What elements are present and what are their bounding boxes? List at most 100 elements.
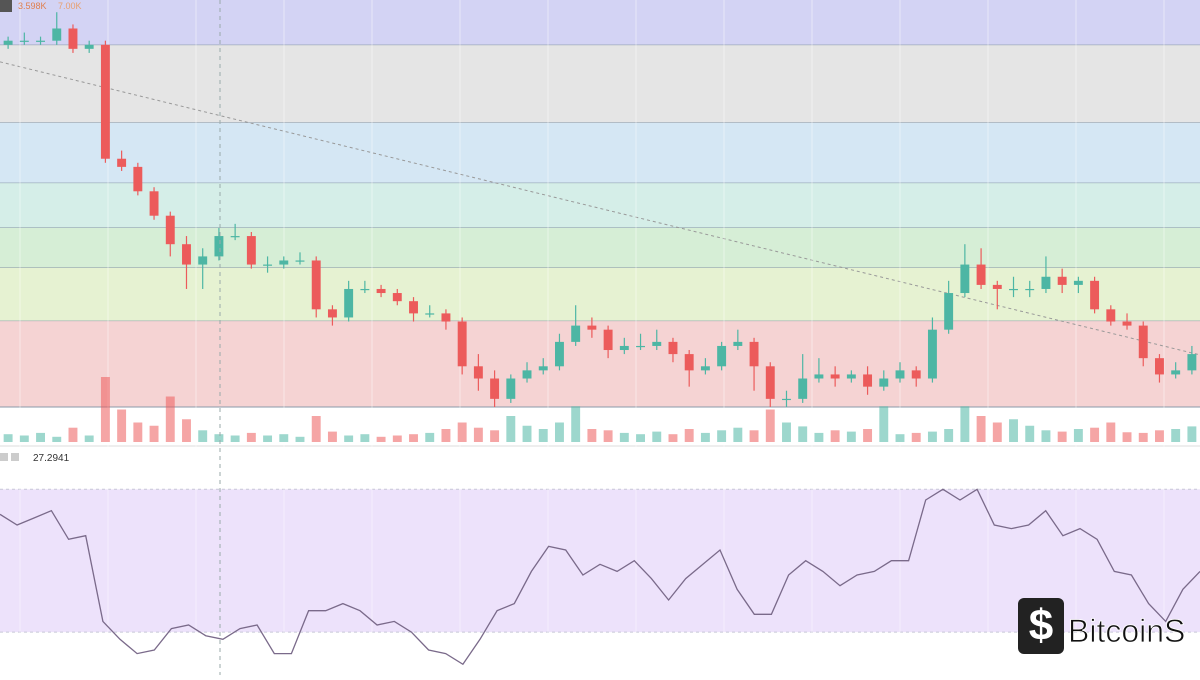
candle-body bbox=[84, 44, 94, 49]
watermark-logo-glyph: $ bbox=[1029, 601, 1053, 650]
candle-body bbox=[506, 378, 516, 399]
candle-body bbox=[52, 28, 62, 41]
volume-bar bbox=[879, 406, 889, 442]
volume-bar bbox=[895, 434, 905, 442]
volume-bar bbox=[214, 434, 224, 442]
candle-body bbox=[327, 309, 337, 318]
candle-body bbox=[133, 166, 143, 192]
candle-body bbox=[19, 40, 29, 42]
watermark-text: BitcoinS bbox=[1068, 613, 1185, 649]
volume-bar bbox=[846, 431, 856, 442]
candle-body bbox=[1009, 288, 1018, 291]
candle-body bbox=[555, 341, 564, 367]
candle-body bbox=[1171, 370, 1181, 375]
volume-bar bbox=[814, 432, 824, 442]
candle-body bbox=[992, 284, 1002, 289]
candle-body bbox=[182, 244, 191, 265]
volume-bar bbox=[1155, 430, 1164, 442]
candle-body bbox=[409, 301, 418, 314]
watermark: $ BitcoinS bbox=[1018, 598, 1186, 654]
candle-body bbox=[765, 366, 775, 399]
volume-bar bbox=[68, 427, 78, 442]
volume-bar bbox=[1122, 432, 1132, 442]
volume-bar bbox=[19, 435, 29, 442]
volume-bar bbox=[749, 430, 759, 442]
candle-body bbox=[798, 378, 808, 399]
candle-body bbox=[749, 341, 759, 367]
volume-bar bbox=[1041, 430, 1051, 442]
rsi-label: 27.2941 bbox=[33, 453, 70, 464]
volume-bar bbox=[246, 432, 256, 442]
candle-body bbox=[846, 374, 856, 379]
candle-body bbox=[960, 264, 970, 294]
volume-bar bbox=[700, 432, 710, 442]
volume-bar bbox=[133, 422, 143, 442]
volume-pane bbox=[3, 377, 1197, 442]
candle-body bbox=[976, 264, 986, 285]
candle-body bbox=[230, 236, 240, 238]
volume-bar bbox=[490, 430, 500, 442]
candle-body bbox=[425, 313, 435, 315]
candle-body bbox=[295, 260, 305, 262]
volume-bar bbox=[149, 425, 159, 442]
candle-body bbox=[279, 260, 289, 265]
volume-bar bbox=[733, 427, 743, 442]
volume-bar bbox=[84, 435, 94, 442]
volume-bar bbox=[295, 436, 305, 442]
candle-body bbox=[814, 374, 824, 379]
candle-body bbox=[68, 28, 78, 49]
candle-body bbox=[246, 236, 256, 265]
candle-body bbox=[927, 329, 937, 379]
candle-body bbox=[1122, 321, 1132, 326]
candles bbox=[0, 12, 1200, 666]
volume-bar bbox=[36, 432, 45, 442]
volume-bar bbox=[863, 429, 873, 442]
candle-body bbox=[733, 341, 743, 346]
volume-bar bbox=[1025, 425, 1035, 442]
volume-bar bbox=[1187, 426, 1197, 442]
volume-bar bbox=[100, 377, 110, 442]
volume-bar bbox=[1090, 427, 1100, 442]
volume-bar bbox=[1073, 429, 1083, 442]
candle-body bbox=[1187, 354, 1197, 371]
volume-bar bbox=[506, 416, 516, 442]
candle-body bbox=[360, 288, 370, 291]
volume-bar bbox=[927, 431, 937, 442]
volume-bar bbox=[619, 432, 629, 442]
volume-bar bbox=[992, 422, 1002, 442]
candle-body bbox=[344, 288, 354, 318]
candle-body bbox=[522, 370, 532, 379]
candle-body bbox=[457, 321, 467, 367]
candle-body bbox=[263, 264, 273, 266]
rsi-band bbox=[0, 489, 1200, 633]
volume-bar bbox=[782, 422, 791, 442]
candle-body bbox=[652, 341, 662, 346]
candle-body bbox=[944, 293, 954, 330]
volume-bar bbox=[976, 416, 986, 442]
candle-body bbox=[311, 260, 321, 310]
volume-bar bbox=[441, 429, 451, 442]
candle-body bbox=[895, 370, 905, 379]
volume-bar bbox=[263, 435, 273, 442]
volume-bar bbox=[344, 435, 354, 442]
fib-band bbox=[0, 183, 1200, 228]
volume-bar bbox=[1057, 431, 1067, 442]
candle-body bbox=[1090, 280, 1100, 310]
candle-body bbox=[117, 158, 127, 167]
volume-bar bbox=[911, 432, 921, 442]
candle-body bbox=[149, 191, 159, 216]
volume-bar bbox=[522, 425, 532, 442]
trendline bbox=[0, 61, 1200, 356]
close-icon[interactable] bbox=[0, 0, 12, 12]
volume-bar bbox=[279, 434, 289, 442]
volume-bar bbox=[1138, 432, 1148, 442]
volume-bar bbox=[1171, 429, 1181, 442]
pane-icon[interactable] bbox=[0, 453, 8, 461]
candle-body bbox=[1025, 288, 1035, 291]
volume-bar bbox=[830, 430, 840, 442]
pane-icon[interactable] bbox=[11, 453, 19, 461]
volume-bar bbox=[717, 430, 727, 442]
volume-bar bbox=[538, 429, 548, 442]
volume-bar bbox=[230, 435, 240, 442]
candle-body bbox=[392, 293, 402, 302]
